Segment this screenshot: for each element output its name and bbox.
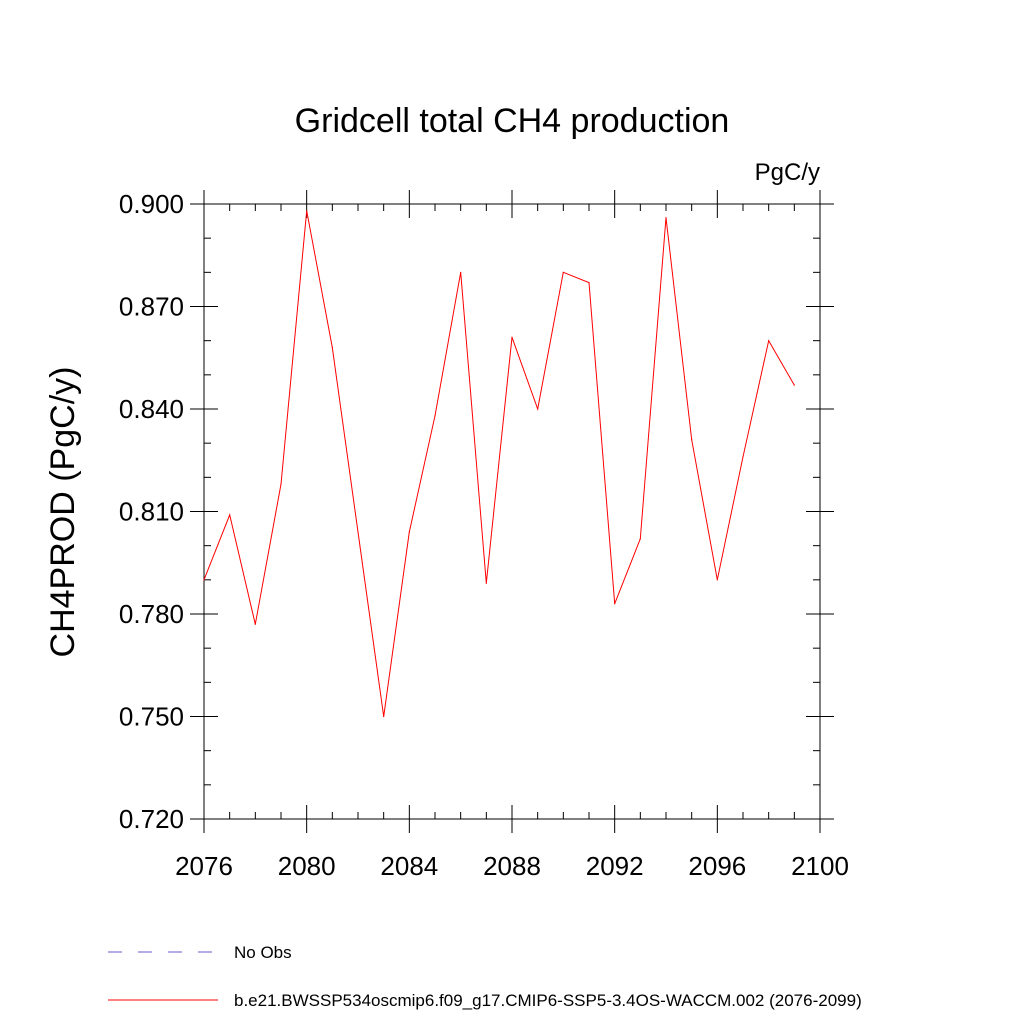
- data-point: [306, 210, 308, 212]
- data-point: [434, 415, 436, 417]
- data-point: [408, 531, 410, 533]
- y-tick-label: 0.780: [119, 599, 184, 629]
- data-point: [716, 579, 718, 581]
- series-layer: [203, 210, 795, 718]
- y-tick-label: 0.900: [119, 189, 184, 219]
- data-point: [588, 281, 590, 284]
- legend-label-no-obs: No Obs: [234, 943, 292, 962]
- series-line: [203, 210, 795, 717]
- data-point: [229, 514, 231, 516]
- x-tick-label: 2100: [791, 851, 849, 881]
- data-point: [254, 623, 256, 625]
- x-tick-label: 2084: [380, 851, 438, 881]
- x-tick-label: 2088: [483, 851, 541, 881]
- y-tick-label: 0.840: [119, 394, 184, 424]
- legend: No Obs b.e21.BWSSP534oscmip6.f09_g17.CMI…: [108, 943, 862, 1010]
- x-tick-label: 2092: [586, 851, 644, 881]
- data-point: [460, 271, 462, 273]
- y-tick-label: 0.870: [119, 292, 184, 322]
- units-label: PgC/y: [755, 159, 820, 186]
- y-tick-label: 0.810: [119, 497, 184, 527]
- plot-border: [203, 203, 821, 820]
- y-axis-label: CH4PROD (PgC/y): [44, 367, 82, 658]
- data-point: [562, 271, 564, 273]
- data-point: [768, 340, 770, 342]
- data-point: [639, 538, 641, 540]
- y-tick-label: 0.720: [119, 804, 184, 834]
- data-point: [203, 579, 205, 581]
- legend-label-series: b.e21.BWSSP534oscmip6.f09_g17.CMIP6-SSP5…: [234, 991, 862, 1010]
- data-point: [614, 603, 616, 605]
- data-point: [485, 582, 487, 584]
- data-point: [280, 483, 282, 485]
- data-point: [537, 408, 539, 410]
- data-point: [331, 346, 333, 349]
- y-tick-label: 0.750: [119, 702, 184, 732]
- x-tick-label: 2096: [688, 851, 746, 881]
- data-point: [383, 715, 385, 718]
- tick-labels: 2076 2080 2084 2088 2092 2096 2100 0.720 0.750 0.…: [119, 189, 849, 881]
- data-point: [793, 384, 795, 386]
- x-tick-label: 2080: [278, 851, 336, 881]
- data-point: [511, 336, 513, 338]
- axis-ticks: [190, 190, 834, 833]
- chart-title: Gridcell total CH4 production: [295, 102, 730, 140]
- x-tick-label: 2076: [175, 851, 233, 881]
- data-point: [742, 456, 744, 458]
- data-point: [357, 531, 359, 533]
- plot-frame: [203, 203, 821, 820]
- data-point: [665, 217, 667, 219]
- data-point: [691, 439, 693, 441]
